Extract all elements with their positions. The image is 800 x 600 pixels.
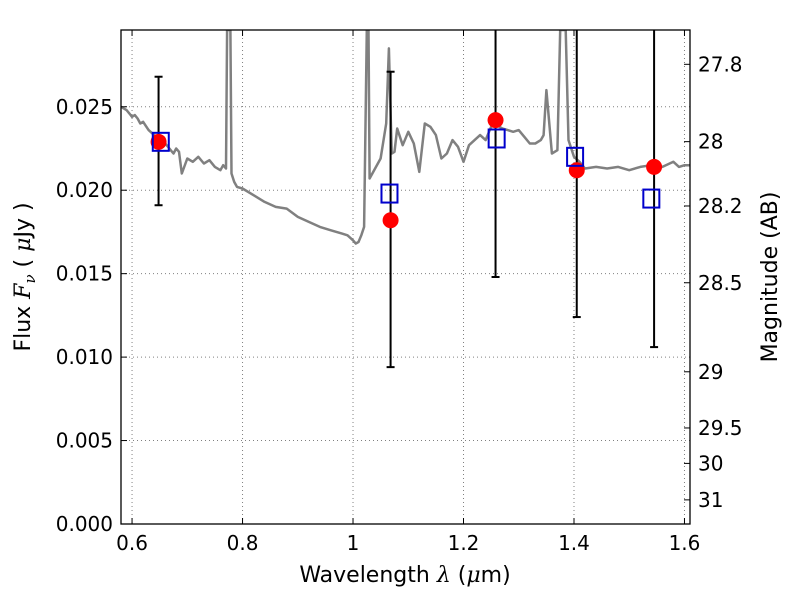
observed-points-group <box>150 112 663 229</box>
x-tick-label: 1.4 <box>558 531 590 555</box>
synthetic-points-group <box>151 128 661 209</box>
x-axis-title: Wavelength λ (μm) <box>299 563 510 588</box>
synthetic-flux-point <box>642 188 661 209</box>
plot-background <box>121 30 690 524</box>
y2-axis-title: Magnitude (AB) <box>758 192 783 363</box>
y2-tick-label: 27.8 <box>698 52 743 76</box>
y2-tick-label: 28.5 <box>698 271 743 295</box>
y-tick-label: 0.010 <box>56 345 113 369</box>
x-tick-label: 1.6 <box>669 531 701 555</box>
y-tick-label: 0.000 <box>56 512 113 536</box>
y2-tick-label: 29 <box>698 360 723 384</box>
y-tick-label: 0.015 <box>56 262 113 286</box>
synthetic-flux-point <box>380 183 399 204</box>
errorbar-group <box>154 30 659 369</box>
x-tick-label: 1.2 <box>448 531 480 555</box>
x-tick-label: 0.8 <box>227 531 259 555</box>
y2-tick-label: 31 <box>698 488 723 512</box>
y-tick-label: 0.020 <box>56 178 113 202</box>
synthetic-flux-point <box>151 131 170 152</box>
x-tick-label: 1 <box>347 531 360 555</box>
y2-tick-label: 28.2 <box>698 194 743 218</box>
y2-tick-label: 28 <box>698 130 723 154</box>
y2-tick-label: 29.5 <box>698 416 743 440</box>
observed-flux-point <box>150 133 167 150</box>
y-tick-label: 0.005 <box>56 429 113 453</box>
y2-tick-label: 30 <box>698 451 723 475</box>
model-spectrum-line <box>121 30 690 245</box>
observed-flux-point <box>646 158 663 175</box>
y2-axis-ticks: 27.8 28 28.2 28.5 29 29.5 30 31 <box>684 52 743 512</box>
y-axis-title: Flux Fν ( μJy ) <box>11 202 39 351</box>
synthetic-flux-point <box>566 146 585 167</box>
synthetic-flux-point <box>487 128 506 149</box>
y-axis-ticks: 0.000 0.005 0.010 0.015 0.020 0.025 <box>56 95 127 536</box>
y-tick-label: 0.025 <box>56 95 113 119</box>
observed-flux-point <box>487 112 504 129</box>
plot-frame <box>120 29 691 525</box>
model-spectrum-group <box>121 30 690 245</box>
x-axis-ticks: 0.6 0.8 1 1.2 1.4 1.6 <box>116 30 700 555</box>
observed-flux-point <box>382 212 399 229</box>
x-tick-label: 0.6 <box>116 531 148 555</box>
